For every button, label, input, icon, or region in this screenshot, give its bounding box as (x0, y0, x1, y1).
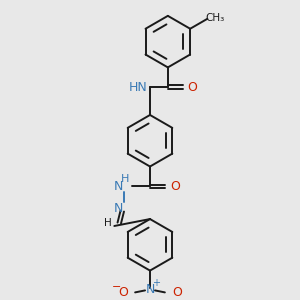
Text: O: O (188, 81, 198, 94)
Text: N: N (114, 180, 123, 193)
Text: HN: HN (129, 81, 148, 94)
Text: −: − (112, 282, 121, 292)
Text: O: O (118, 286, 128, 299)
Text: N: N (114, 202, 123, 214)
Text: O: O (172, 286, 182, 299)
Text: +: + (152, 278, 160, 289)
Text: N: N (145, 283, 155, 296)
Text: H: H (121, 174, 129, 184)
Text: CH₃: CH₃ (206, 13, 225, 23)
Text: H: H (103, 218, 111, 228)
Text: O: O (170, 180, 180, 193)
